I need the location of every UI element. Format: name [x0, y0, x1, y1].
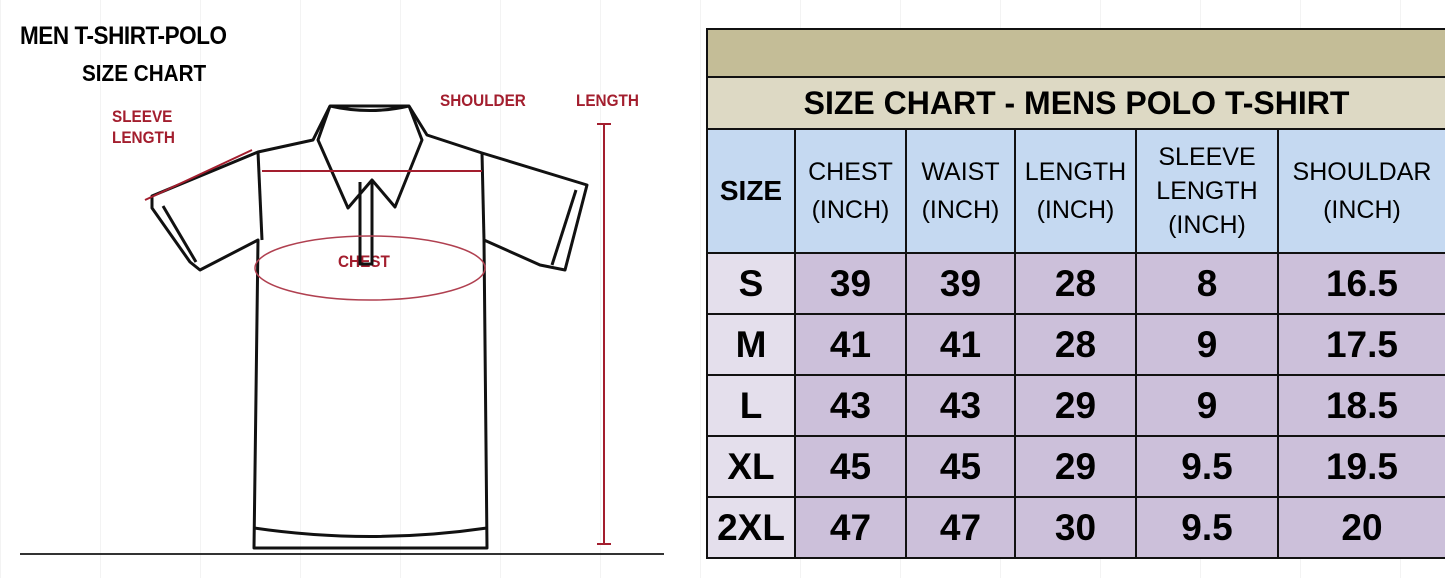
header-length: LENGTH (INCH) — [1014, 128, 1137, 254]
table-row: M 41 41 28 9 17.5 — [706, 313, 1445, 376]
table-row: XL 45 45 29 9.5 19.5 — [706, 435, 1445, 498]
diagram-title: MEN T-SHIRT-POLO — [20, 22, 227, 50]
value-cell: 39 — [794, 252, 907, 315]
value-cell: 45 — [905, 435, 1016, 498]
value-cell: 30 — [1014, 496, 1137, 559]
polo-shirt-drawing — [20, 104, 664, 555]
header-line: (INCH) — [1168, 211, 1246, 239]
header-line: WAIST — [921, 158, 1000, 186]
sleeve-length-label: SLEEVE LENGTH — [112, 106, 175, 148]
size-cell: S — [706, 252, 796, 315]
header-sleeve-length: SLEEVE LENGTH (INCH) — [1135, 128, 1279, 254]
table-row: L 43 43 29 9 18.5 — [706, 374, 1445, 437]
header-size: SIZE — [706, 128, 796, 254]
value-cell: 16.5 — [1277, 252, 1445, 315]
size-cell: 2XL — [706, 496, 796, 559]
value-cell: 28 — [1014, 313, 1137, 376]
size-cell: M — [706, 313, 796, 376]
value-cell: 41 — [905, 313, 1016, 376]
value-cell: 47 — [905, 496, 1016, 559]
sleeve-label-line2: LENGTH — [112, 128, 175, 147]
length-label: LENGTH — [576, 91, 639, 110]
table-title: SIZE CHART - MENS POLO T-SHIRT — [706, 76, 1445, 130]
value-cell: 41 — [794, 313, 907, 376]
value-cell: 9.5 — [1135, 496, 1279, 559]
value-cell: 18.5 — [1277, 374, 1445, 437]
table-row: 2XL 47 47 30 9.5 20 — [706, 496, 1445, 559]
value-cell: 29 — [1014, 374, 1137, 437]
value-cell: 17.5 — [1277, 313, 1445, 376]
header-line: (INCH) — [1036, 196, 1115, 224]
header-line: SLEEVE — [1158, 143, 1256, 171]
top-band-cell — [706, 28, 1445, 78]
header-chest: CHEST (INCH) — [794, 128, 907, 254]
top-band-row — [706, 28, 1445, 78]
value-cell: 43 — [905, 374, 1016, 437]
header-shoulder: SHOULDAR (INCH) — [1277, 128, 1445, 254]
header-line: LENGTH — [1156, 177, 1258, 205]
chest-label: CHEST — [338, 252, 390, 271]
value-cell: 9 — [1135, 374, 1279, 437]
size-cell: XL — [706, 435, 796, 498]
header-line: LENGTH — [1024, 158, 1127, 186]
value-cell: 29 — [1014, 435, 1137, 498]
value-cell: 19.5 — [1277, 435, 1445, 498]
value-cell: 45 — [794, 435, 907, 498]
value-cell: 39 — [905, 252, 1016, 315]
value-cell: 8 — [1135, 252, 1279, 315]
sleeve-label-line1: SLEEVE — [112, 107, 173, 126]
header-waist: WAIST (INCH) — [905, 128, 1016, 254]
value-cell: 9 — [1135, 313, 1279, 376]
value-cell: 9.5 — [1135, 435, 1279, 498]
size-cell: L — [706, 374, 796, 437]
header-row: SIZE CHEST (INCH) WAIST (INCH) LENGTH (INCH… — [706, 128, 1445, 254]
header-line: SHOULDAR — [1292, 158, 1432, 186]
table-row: S 39 39 28 8 16.5 — [706, 252, 1445, 315]
table-title-row: SIZE CHART - MENS POLO T-SHIRT — [706, 76, 1445, 130]
value-cell: 20 — [1277, 496, 1445, 559]
header-line: (INCH) — [921, 196, 1000, 224]
header-line: CHEST — [808, 158, 893, 186]
size-chart-table: SIZE CHART - MENS POLO T-SHIRT SIZE CHES… — [706, 28, 1445, 559]
value-cell: 28 — [1014, 252, 1137, 315]
value-cell: 43 — [794, 374, 907, 437]
diagram-subtitle: SIZE CHART — [82, 60, 207, 86]
value-cell: 47 — [794, 496, 907, 559]
header-line: (INCH) — [1323, 196, 1401, 224]
polo-measurement-diagram: MEN T-SHIRT-POLO SIZE CHART SLEEVE LENGT… — [0, 0, 680, 578]
header-line: (INCH) — [811, 196, 890, 224]
shoulder-label: SHOULDER — [440, 91, 526, 110]
